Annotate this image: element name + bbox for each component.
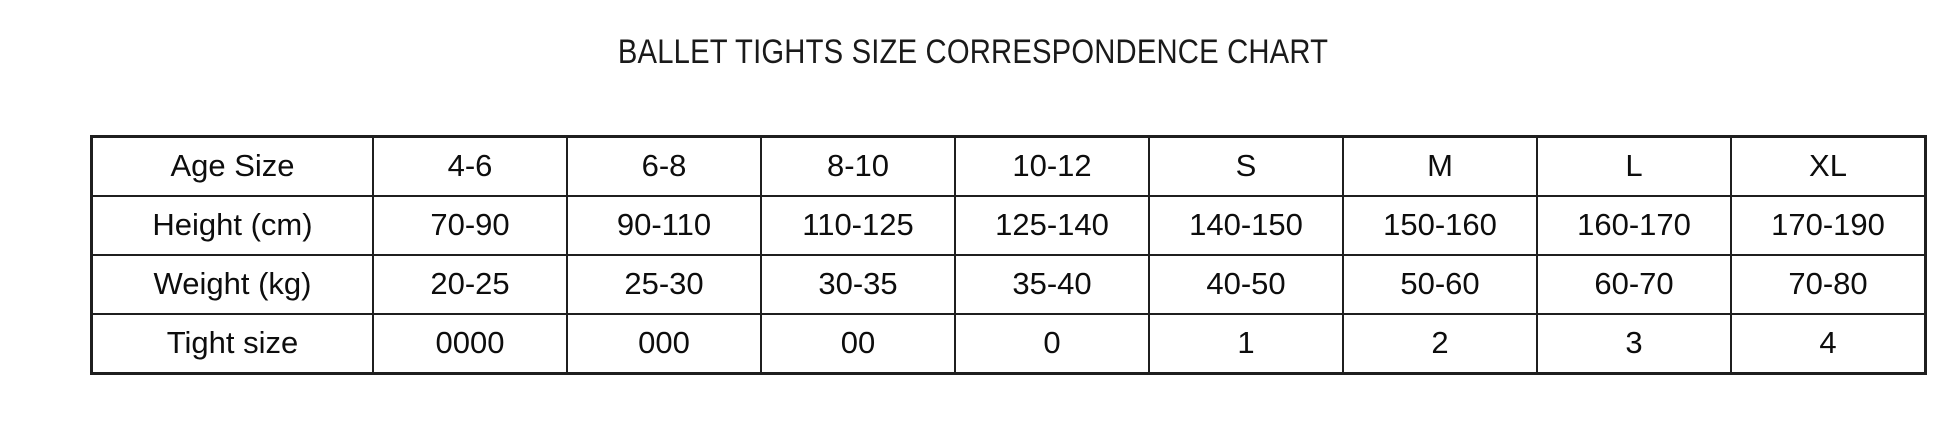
cell-age-size-7: L (1536, 135, 1732, 197)
cell-weight-2: 25-30 (566, 254, 762, 315)
page-title: BALLET TIGHTS SIZE CORRESPONDENCE CHART (617, 33, 1329, 71)
table-row: Age Size 4-6 6-8 8-10 10-12 S M L XL (90, 135, 1927, 197)
cell-tight-size-4: 0 (954, 313, 1150, 375)
cell-weight-1: 20-25 (372, 254, 568, 315)
cell-age-size-2: 6-8 (566, 135, 762, 197)
cell-age-size-5: S (1148, 135, 1344, 197)
cell-weight-6: 50-60 (1342, 254, 1538, 315)
cell-weight-4: 35-40 (954, 254, 1150, 315)
cell-weight-7: 60-70 (1536, 254, 1732, 315)
cell-tight-size-5: 1 (1148, 313, 1344, 375)
size-correspondence-table: Age Size 4-6 6-8 8-10 10-12 S M L XL Hei… (90, 135, 1927, 375)
cell-age-size-6: M (1342, 135, 1538, 197)
row-label-weight-kg: Weight (kg) (90, 254, 374, 315)
cell-height-2: 90-110 (566, 195, 762, 256)
cell-tight-size-1: 0000 (372, 313, 568, 375)
cell-tight-size-8: 4 (1730, 313, 1927, 375)
cell-weight-3: 30-35 (760, 254, 956, 315)
row-label-height-cm: Height (cm) (90, 195, 374, 256)
cell-age-size-4: 10-12 (954, 135, 1150, 197)
cell-age-size-3: 8-10 (760, 135, 956, 197)
cell-age-size-8: XL (1730, 135, 1927, 197)
cell-height-5: 140-150 (1148, 195, 1344, 256)
cell-tight-size-3: 00 (760, 313, 956, 375)
cell-weight-8: 70-80 (1730, 254, 1927, 315)
cell-tight-size-7: 3 (1536, 313, 1732, 375)
table-row: Height (cm) 70-90 90-110 110-125 125-140… (90, 195, 1927, 256)
table-row: Tight size 0000 000 00 0 1 2 3 4 (90, 313, 1927, 375)
cell-height-7: 160-170 (1536, 195, 1732, 256)
table-body: Age Size 4-6 6-8 8-10 10-12 S M L XL Hei… (90, 135, 1927, 375)
row-label-age-size: Age Size (90, 135, 374, 197)
size-chart-table-container: Age Size 4-6 6-8 8-10 10-12 S M L XL Hei… (90, 135, 1927, 375)
cell-height-4: 125-140 (954, 195, 1150, 256)
cell-height-3: 110-125 (760, 195, 956, 256)
cell-height-8: 170-190 (1730, 195, 1927, 256)
cell-height-1: 70-90 (372, 195, 568, 256)
cell-age-size-1: 4-6 (372, 135, 568, 197)
table-row: Weight (kg) 20-25 25-30 30-35 35-40 40-5… (90, 254, 1927, 315)
row-label-tight-size: Tight size (90, 313, 374, 375)
cell-tight-size-2: 000 (566, 313, 762, 375)
cell-height-6: 150-160 (1342, 195, 1538, 256)
cell-weight-5: 40-50 (1148, 254, 1344, 315)
cell-tight-size-6: 2 (1342, 313, 1538, 375)
